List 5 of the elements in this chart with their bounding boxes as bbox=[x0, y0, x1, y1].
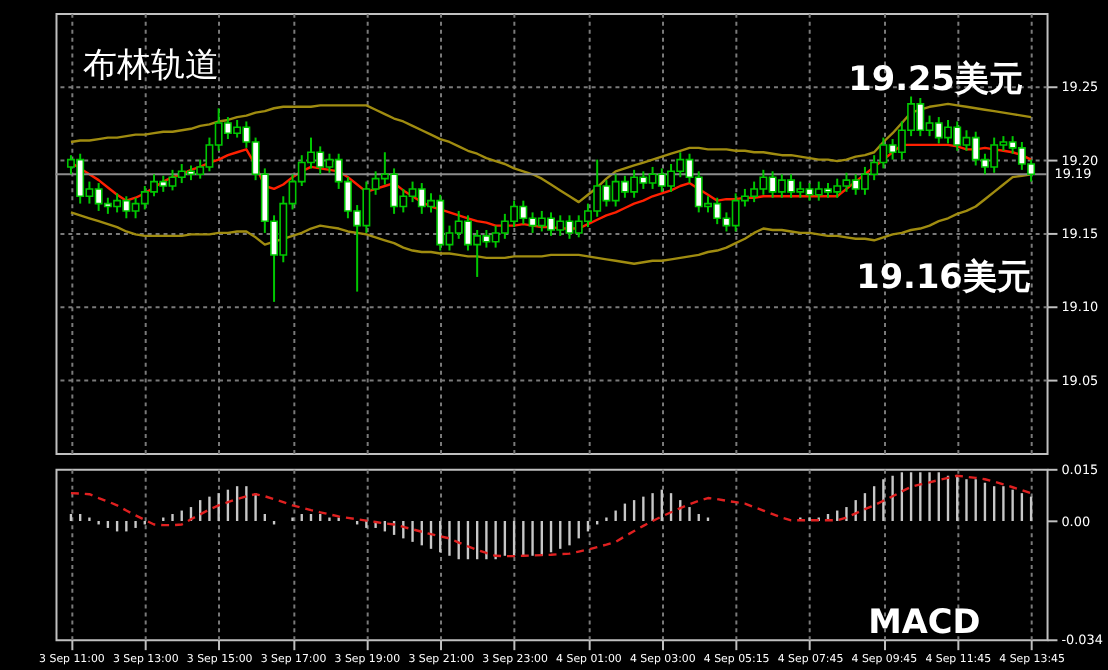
line-series bbox=[69, 474, 1033, 558]
annotation: 19.16美元 bbox=[856, 256, 1031, 297]
annotation: 19.25美元 bbox=[848, 58, 1023, 99]
annotation: 布林轨道 bbox=[83, 44, 220, 85]
annotation: MACD bbox=[868, 601, 981, 642]
